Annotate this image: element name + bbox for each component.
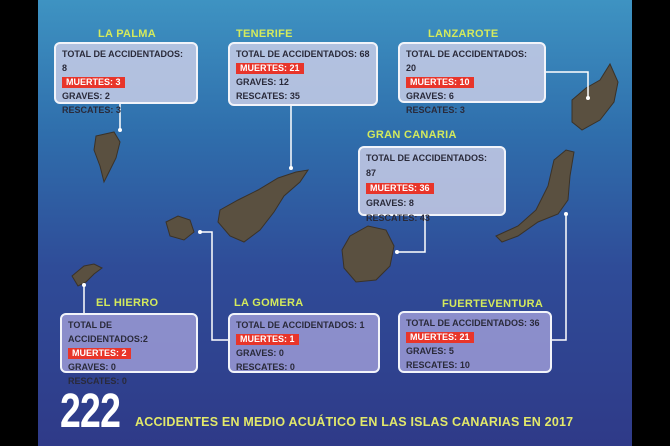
infographic: LA PALMA TOTAL DE ACCIDENTADOS: 8 MUERTE… bbox=[38, 0, 632, 446]
total-accidentados: TOTAL DE ACCIDENTADOS: 1 bbox=[236, 320, 365, 330]
island-la-palma bbox=[93, 131, 121, 184]
island-title-lanzarote: LANZAROTE bbox=[428, 28, 499, 40]
island-title-la-palma: LA PALMA bbox=[98, 28, 157, 40]
total-accidentados: TOTAL DE ACCIDENTADOS: 8 bbox=[62, 49, 183, 73]
graves: GRAVES: 5 bbox=[406, 346, 454, 356]
island-title-fuerteventura: FUERTEVENTURA bbox=[442, 298, 544, 310]
island-title-gran-canaria: GRAN CANARIA bbox=[367, 129, 457, 141]
muertes-badge: MUERTES: 21 bbox=[406, 332, 474, 343]
rescates: RESCATES: 3 bbox=[62, 105, 121, 115]
muertes-badge: MUERTES: 1 bbox=[236, 334, 299, 345]
rescates: RESCATES: 10 bbox=[406, 360, 470, 370]
muertes-badge: MUERTES: 21 bbox=[236, 63, 304, 74]
island-title-la-gomera: LA GOMERA bbox=[234, 297, 304, 309]
total-accidentados: TOTAL DE ACCIDENTADOS: 87 bbox=[366, 153, 487, 178]
stats-box-la-palma: TOTAL DE ACCIDENTADOS: 8 MUERTES: 3 GRAV… bbox=[54, 42, 198, 115]
total-accidentados: TOTAL DE ACCIDENTADOS:2 bbox=[68, 320, 148, 344]
stats-box-fuerteventura: TOTAL DE ACCIDENTADOS: 36 MUERTES: 21 GR… bbox=[398, 311, 552, 373]
muertes-badge: MUERTES: 2 bbox=[68, 348, 131, 359]
rescates: RESCATES: 3 bbox=[406, 105, 465, 115]
rescates: RESCATES: 0 bbox=[68, 376, 127, 386]
graves: GRAVES: 0 bbox=[68, 362, 116, 372]
stats-box-el-hierro: TOTAL DE ACCIDENTADOS:2 MUERTES: 2 GRAVE… bbox=[60, 313, 198, 386]
island-la-gomera bbox=[165, 215, 195, 241]
map-layer bbox=[71, 62, 619, 341]
total-accidentados: TOTAL DE ACCIDENTADOS: 68 bbox=[236, 49, 370, 59]
total-accidentados: TOTAL DE ACCIDENTADOS: 36 bbox=[406, 318, 540, 328]
graves: GRAVES: 8 bbox=[366, 198, 414, 208]
island-el-hierro bbox=[71, 263, 103, 287]
island-lanzarote bbox=[571, 62, 619, 131]
graves: GRAVES: 6 bbox=[406, 91, 454, 101]
total-accidents-number: 222 bbox=[60, 385, 121, 438]
island-tenerife bbox=[217, 169, 310, 243]
muertes-badge: MUERTES: 36 bbox=[366, 183, 434, 194]
island-gran-canaria bbox=[341, 225, 395, 283]
stats-box-tenerife: TOTAL DE ACCIDENTADOS: 68 MUERTES: 21 GR… bbox=[228, 42, 378, 106]
total-caption: ACCIDENTES EN MEDIO ACUÁTICO EN LAS ISLA… bbox=[135, 415, 574, 429]
rescates: RESCATES: 0 bbox=[236, 362, 295, 372]
island-title-el-hierro: EL HIERRO bbox=[96, 297, 159, 309]
island-fuerteventura bbox=[495, 149, 575, 243]
island-title-tenerife: TENERIFE bbox=[236, 28, 293, 40]
muertes-badge: MUERTES: 10 bbox=[406, 77, 474, 88]
rescates: RESCATES: 43 bbox=[366, 213, 430, 223]
graves: GRAVES: 0 bbox=[236, 348, 284, 358]
stats-box-gran-canaria: TOTAL DE ACCIDENTADOS: 87 MUERTES: 36 GR… bbox=[358, 146, 506, 223]
graves: GRAVES: 2 bbox=[62, 91, 110, 101]
connector-lines bbox=[83, 71, 589, 341]
stats-box-la-gomera: TOTAL DE ACCIDENTADOS: 1 MUERTES: 1 GRAV… bbox=[228, 313, 380, 373]
total-accidentados: TOTAL DE ACCIDENTADOS: 20 bbox=[406, 49, 527, 73]
stats-box-lanzarote: TOTAL DE ACCIDENTADOS: 20 MUERTES: 10 GR… bbox=[398, 42, 546, 115]
graves: GRAVES: 12 bbox=[236, 77, 289, 87]
rescates: RESCATES: 35 bbox=[236, 91, 300, 101]
muertes-badge: MUERTES: 3 bbox=[62, 77, 125, 88]
